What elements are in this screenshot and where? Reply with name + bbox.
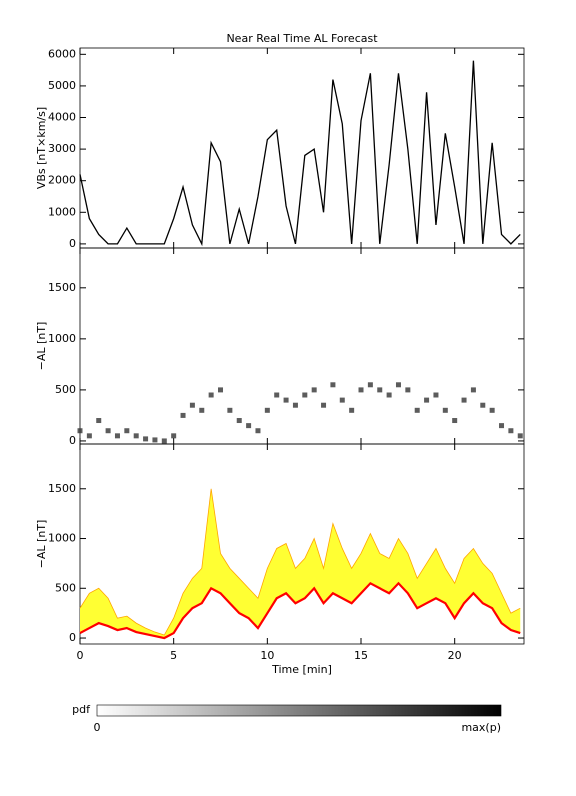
y-tick-label: 1500 (48, 482, 76, 495)
density-cell (236, 418, 242, 424)
y-tick-label: 1000 (48, 532, 76, 545)
density-cell (105, 428, 111, 434)
chart-title: Near Real Time AL Forecast (226, 32, 378, 45)
colorbar-label: pdf (72, 703, 91, 716)
density-cell (86, 433, 92, 439)
density-cell (358, 387, 364, 393)
density-cell (480, 402, 486, 408)
plot-frame (79, 247, 525, 445)
y-tick-label: 4000 (48, 111, 76, 124)
density-cell (246, 423, 252, 429)
density-cell (321, 402, 327, 408)
y-tick-label: 3000 (48, 142, 76, 155)
x-tick-label: 15 (354, 649, 368, 662)
density-cell (218, 387, 224, 393)
colorbar-min: 0 (94, 721, 101, 734)
density-cell (311, 387, 317, 393)
y-tick-label: 6000 (48, 47, 76, 60)
forecast-band (80, 488, 521, 639)
density-cell (489, 407, 495, 413)
x-tick-label: 10 (260, 649, 274, 662)
colorbar (96, 704, 502, 717)
density-cell (227, 407, 233, 413)
y-tick-label: 0 (69, 237, 76, 250)
y-tick-label: 2000 (48, 174, 76, 187)
density-cell (433, 392, 439, 398)
density-cell (461, 397, 467, 403)
density-cell (133, 433, 139, 439)
density-cell (189, 402, 195, 408)
density-cell (508, 428, 514, 434)
density-cell (283, 397, 289, 403)
colorbar-max: max(p) (461, 721, 501, 734)
y-tick-label: 0 (69, 434, 76, 447)
y-axis-label: −AL [nT] (35, 322, 48, 371)
density-cell (180, 412, 186, 418)
density-cell (77, 428, 83, 434)
density-cell (161, 438, 167, 444)
y-tick-label: 1000 (48, 205, 76, 218)
density-cell (114, 433, 120, 439)
density-cell (517, 433, 523, 439)
density-cell (292, 402, 298, 408)
density-cell (424, 397, 430, 403)
x-tick-label: 20 (448, 649, 462, 662)
y-tick-label: 0 (69, 631, 76, 644)
density-cell (386, 392, 392, 398)
y-axis-label: VBs [nT×km/s] (35, 107, 48, 189)
density-cell (442, 407, 448, 413)
density-cell (349, 407, 355, 413)
data-line (79, 60, 521, 247)
y-axis-label: −AL [nT] (35, 520, 48, 569)
density-cell (367, 382, 373, 388)
density-cell (452, 418, 458, 424)
plot-frame (79, 47, 525, 249)
density-cell (470, 387, 476, 393)
density-cell (208, 392, 214, 398)
y-tick-label: 500 (55, 383, 76, 396)
density-cell (405, 387, 411, 393)
x-tick-label: 5 (170, 649, 177, 662)
density-cell (255, 428, 261, 434)
y-tick-label: 5000 (48, 79, 76, 92)
density-cell (499, 423, 505, 429)
x-axis-label: Time [min] (271, 663, 332, 676)
density-cell (152, 437, 158, 443)
x-tick-label: 0 (77, 649, 84, 662)
density-cell (395, 382, 401, 388)
band-edge (79, 488, 521, 636)
density-cell (199, 407, 205, 413)
density-cell (171, 433, 177, 439)
y-tick-label: 500 (55, 581, 76, 594)
density-cell (330, 382, 336, 388)
y-tick-label: 1500 (48, 281, 76, 294)
density-cell (377, 387, 383, 393)
density-cell (264, 407, 270, 413)
density-cell (124, 428, 130, 434)
density-cell (414, 407, 420, 413)
density-cell (96, 418, 102, 424)
density-cell (302, 392, 308, 398)
density-cell (274, 392, 280, 398)
y-tick-label: 1000 (48, 332, 76, 345)
median-line (79, 581, 521, 640)
plot-frame (79, 443, 525, 645)
density-cell (339, 397, 345, 403)
density-cell (143, 436, 149, 442)
